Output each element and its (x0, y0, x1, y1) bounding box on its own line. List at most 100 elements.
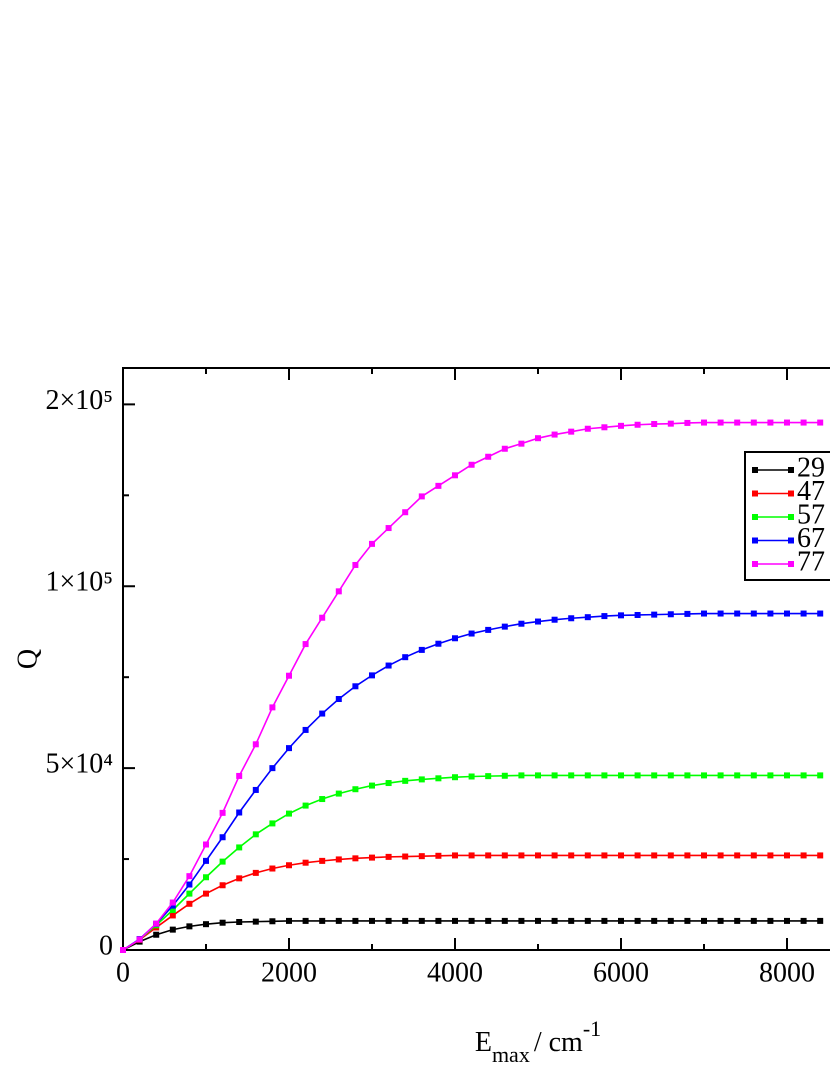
series-line (122, 854, 821, 951)
data-point (618, 772, 624, 779)
data-point (468, 852, 475, 859)
legend-marker (788, 561, 794, 567)
data-point (601, 917, 608, 924)
data-point (667, 917, 674, 924)
data-point (335, 588, 342, 595)
data-point (302, 802, 309, 809)
data-point (750, 917, 757, 924)
data-point (701, 610, 707, 617)
plot-frame (122, 367, 830, 951)
data-point (286, 862, 292, 869)
x-tick-label: 0 (116, 957, 130, 988)
data-point (717, 772, 724, 779)
data-point (750, 772, 757, 779)
data-point (568, 917, 575, 924)
data-point (551, 852, 558, 859)
data-point (169, 902, 176, 909)
data-point (352, 917, 359, 924)
data-point (319, 710, 326, 717)
data-point (501, 623, 508, 630)
data-point (369, 672, 375, 679)
legend-label: 77 (797, 546, 825, 577)
data-point (319, 917, 326, 924)
data-point (634, 772, 641, 779)
legend-marker (752, 467, 758, 473)
data-point (784, 917, 790, 924)
legend-label: 67 (797, 523, 825, 554)
data-point (501, 772, 508, 779)
data-point (352, 786, 359, 793)
data-point (435, 482, 442, 489)
data-point (402, 917, 409, 924)
y-tick-label: 5×10⁴ (45, 749, 113, 780)
data-point (169, 912, 176, 919)
data-point (601, 424, 608, 431)
data-point (302, 917, 309, 924)
data-point (800, 772, 807, 779)
data-point (734, 852, 741, 859)
x-tick-label: 2000 (261, 957, 317, 988)
y-tick-label: 1×10⁵ (45, 567, 113, 598)
data-point (667, 611, 674, 618)
legend-marker (752, 514, 758, 520)
data-point (784, 772, 790, 779)
data-point (203, 921, 209, 928)
data-point (252, 786, 259, 793)
data-point (485, 453, 492, 460)
data-point (335, 856, 342, 863)
data-point (302, 726, 309, 733)
data-point (468, 773, 475, 780)
legend-label: 57 (797, 499, 825, 530)
data-point (186, 900, 193, 907)
data-point (501, 852, 508, 859)
data-point (784, 419, 790, 426)
data-point (402, 654, 409, 661)
data-point (236, 809, 243, 816)
data-point (618, 422, 624, 429)
data-point (568, 772, 575, 779)
data-point (767, 610, 774, 617)
data-point (369, 540, 375, 547)
data-point (518, 620, 525, 627)
data-point (186, 881, 193, 888)
data-point (236, 918, 243, 925)
data-point (252, 831, 259, 838)
data-point (203, 890, 209, 897)
data-point (252, 741, 259, 748)
data-point (701, 852, 707, 859)
data-point (584, 852, 591, 859)
data-point (568, 428, 575, 435)
data-point (651, 772, 658, 779)
data-point (584, 425, 591, 432)
data-point (186, 923, 193, 930)
data-point (286, 810, 292, 817)
data-point (734, 610, 741, 617)
data-point (651, 917, 658, 924)
data-point (468, 630, 475, 637)
data-point (717, 419, 724, 426)
data-point (153, 931, 160, 938)
data-point (618, 612, 624, 619)
x-axis-label: Emax / cm-1 (475, 1016, 601, 1067)
data-point (418, 853, 425, 860)
data-point (634, 917, 641, 924)
data-point (418, 646, 425, 653)
data-point (252, 918, 259, 925)
data-point (269, 820, 276, 827)
legend-label: 29 (797, 452, 825, 483)
data-point (402, 509, 409, 516)
data-point (369, 782, 375, 789)
data-point (335, 917, 342, 924)
data-point (501, 917, 508, 924)
data-point (634, 852, 641, 859)
data-point (236, 844, 243, 851)
x-tick-label: 6000 (593, 957, 649, 988)
data-point (518, 852, 525, 859)
data-point (651, 421, 658, 428)
data-point (219, 882, 226, 889)
data-point (551, 917, 558, 924)
data-point (269, 765, 276, 772)
data-point (236, 772, 243, 779)
data-point (485, 773, 492, 780)
data-point (269, 704, 276, 711)
